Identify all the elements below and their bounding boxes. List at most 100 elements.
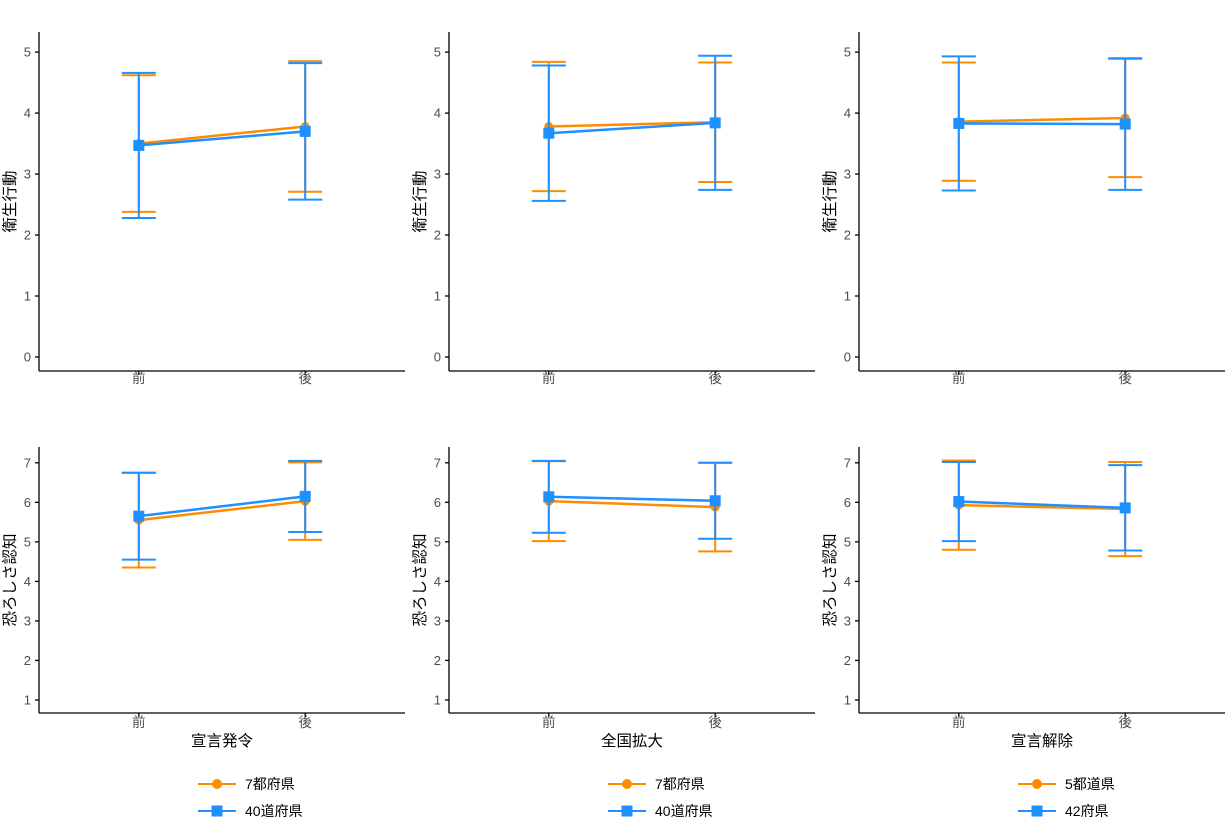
series-orange	[121, 60, 323, 213]
facet-column-declaration: 0 1 2 3 4 5 前後衛生行動 1 2 3 4 5 6 7 前後恐ろしさ認知 宣言発令 7都府県 40…	[0, 0, 410, 834]
y-tick-label: 5	[844, 45, 851, 60]
facet-column-lifting: 0 1 2 3 4 5 前後衛生行動 1 2 3 4 5 6 7 前後恐ろしさ認知 宣言解除 5都道県 42…	[820, 0, 1229, 834]
y-tick-label: 6	[844, 495, 851, 510]
y-tick-label: 1	[434, 692, 441, 707]
y-tick-label: 3	[844, 167, 851, 182]
legend-label: 42府県	[1065, 802, 1109, 819]
y-tick-label: 3	[434, 167, 441, 182]
y-tick-label: 4	[434, 574, 441, 589]
legend-label: 40道府県	[655, 802, 713, 819]
legend-marker-circle	[1032, 778, 1042, 789]
series-blue	[531, 459, 733, 540]
y-axis-title: 恐ろしさ認知	[1, 533, 19, 626]
y-tick-label: 5	[434, 45, 441, 60]
legend-label: 7都府県	[245, 775, 295, 792]
y-tick-label: 4	[24, 106, 31, 121]
y-tick-label: 3	[24, 613, 31, 628]
legend-item: 5都道県	[820, 770, 1229, 797]
y-tick-label: 5	[24, 45, 31, 60]
axes	[35, 32, 405, 375]
data-point	[543, 127, 555, 139]
y-axis-title: 衛生行動	[1, 170, 19, 232]
series-blue	[531, 54, 733, 202]
legend-item: 7都府県	[0, 770, 410, 797]
y-tick-label: 1	[434, 289, 441, 304]
y-tick-label: 4	[844, 106, 851, 121]
x-axis-title: 宣言解除	[1011, 732, 1074, 750]
legend-marker-circle	[212, 778, 222, 789]
y-tick-label: 3	[434, 613, 441, 628]
chart-hygiene-expansion: 0 1 2 3 4 5 前 後 衛生行動	[411, 32, 815, 386]
x-tick-label: 後	[708, 371, 722, 386]
y-tick-label: 0	[24, 349, 31, 364]
data-point	[133, 510, 145, 522]
series-line	[548, 120, 716, 128]
series-blue	[121, 62, 323, 219]
axes	[855, 447, 1225, 717]
x-tick-label: 前	[132, 714, 146, 730]
series-blue	[941, 461, 1143, 552]
data-point	[953, 117, 965, 129]
series-blue	[941, 55, 1143, 192]
y-tick-label: 3	[24, 167, 31, 182]
y-tick-label: 2	[24, 228, 31, 243]
series-line	[548, 499, 716, 509]
y-tick-label: 7	[24, 455, 31, 470]
axes	[35, 447, 405, 717]
y-tick-label: 7	[844, 455, 851, 470]
y-tick-label: 1	[844, 692, 851, 707]
legend-key-blue-square	[608, 802, 646, 820]
x-tick-label: 後	[708, 715, 722, 730]
y-axis-title: 恐ろしさ認知	[821, 533, 839, 626]
x-tick-label: 前	[132, 370, 146, 386]
y-tick-label: 2	[434, 653, 441, 668]
facet-column-expansion: 0 1 2 3 4 5 前後衛生行動 1 2 3 4 5 6 7 前後恐ろしさ認知 全国拡大 7都府県 40…	[410, 0, 820, 834]
series-line	[138, 495, 306, 518]
legend-key-orange-circle	[608, 775, 646, 793]
y-tick-label: 5	[434, 534, 441, 549]
legend-key-orange-circle	[198, 775, 236, 793]
data-point	[709, 495, 721, 507]
y-axis-title: 恐ろしさ認知	[411, 533, 429, 626]
x-tick-label: 後	[298, 371, 312, 386]
legend-key-blue-square	[198, 802, 236, 820]
data-point	[1119, 118, 1131, 130]
legend-marker-circle	[622, 778, 632, 789]
legend-item: 7都府県	[410, 770, 820, 797]
legend-expansion: 7都府県 40道府県	[410, 770, 820, 824]
series-orange	[531, 60, 733, 193]
x-axis-title: 宣言発令	[191, 732, 254, 750]
legend-item: 42府県	[820, 797, 1229, 824]
y-tick-label: 0	[844, 349, 851, 364]
x-tick-label: 後	[1118, 371, 1132, 386]
data-point	[543, 491, 555, 503]
series-line	[958, 116, 1126, 123]
legend-item: 40道府県	[0, 797, 410, 824]
legend-key-orange-circle	[1018, 775, 1056, 793]
series-line	[138, 499, 306, 522]
y-tick-label: 4	[844, 574, 851, 589]
y-tick-label: 5	[844, 534, 851, 549]
series-line	[138, 125, 306, 145]
legend-marker-square	[621, 805, 633, 816]
y-tick-label: 1	[24, 692, 31, 707]
legend-lifting: 5都道県 42府県	[820, 770, 1229, 824]
y-tick-label: 6	[434, 495, 441, 510]
y-tick-label: 2	[24, 653, 31, 668]
y-tick-label: 1	[24, 289, 31, 304]
chart-hygiene-lifting: 0 1 2 3 4 5 前 後 衛生行動	[821, 32, 1225, 386]
data-point	[1119, 502, 1131, 514]
x-tick-label: 前	[542, 714, 556, 730]
y-tick-label: 2	[434, 228, 441, 243]
y-tick-label: 4	[24, 574, 31, 589]
legend-marker-square	[1031, 805, 1043, 816]
y-tick-label: 3	[844, 613, 851, 628]
y-tick-label: 1	[844, 289, 851, 304]
x-tick-label: 後	[298, 715, 312, 730]
x-tick-label: 前	[952, 714, 966, 730]
y-tick-label: 4	[434, 106, 441, 121]
series-line	[958, 500, 1126, 510]
series-line	[548, 121, 716, 135]
